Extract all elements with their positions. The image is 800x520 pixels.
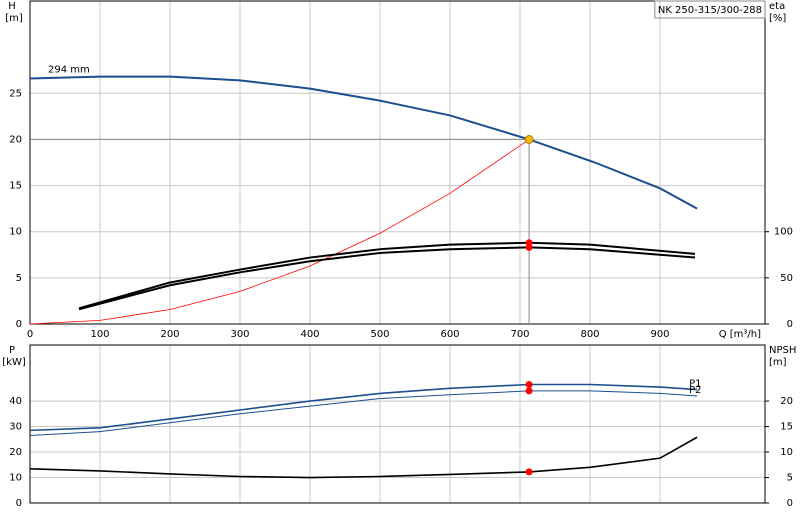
- y-tick-label: 30: [9, 422, 22, 433]
- y2-tick-label: 100: [774, 227, 793, 238]
- y-axis-label: P: [9, 345, 15, 356]
- x-tick-label: 200: [160, 329, 179, 340]
- plot-frame: [29, 344, 766, 504]
- y-axis-unit: [kW]: [2, 357, 26, 368]
- y-axis-unit: [m]: [5, 13, 23, 24]
- y-tick-label: 25: [9, 88, 22, 99]
- series-label: 294 mm: [48, 65, 90, 76]
- x-tick-label: 500: [370, 329, 389, 340]
- y-tick-label: 15: [9, 181, 22, 192]
- series-line: [29, 75, 698, 210]
- x-tick-label: 700: [510, 329, 529, 340]
- y-tick-label: 40: [9, 396, 22, 407]
- y-tick-label: 10: [9, 227, 22, 238]
- y-tick-label: 20: [9, 134, 22, 145]
- y2-axis-unit: [m]: [769, 357, 787, 368]
- duty-point: [524, 135, 534, 144]
- marker: [525, 387, 533, 395]
- y2-tick-label: 50: [780, 273, 793, 284]
- y-tick-label: 0: [16, 319, 22, 330]
- marker: [525, 381, 533, 388]
- y2-tick-label: 0: [787, 498, 793, 509]
- legend-box: [654, 0, 766, 19]
- x-tick-label: 400: [300, 329, 319, 340]
- y2-tick-label: 10: [780, 447, 793, 458]
- series-line: [29, 436, 698, 479]
- series-label: P2: [689, 385, 701, 396]
- y2-tick-label: 20: [780, 396, 793, 407]
- series-line: [29, 383, 698, 432]
- y-tick-label: 20: [9, 447, 22, 458]
- y-tick-label: 5: [16, 273, 22, 284]
- x-tick-label: 800: [580, 329, 599, 340]
- series-line: [29, 139, 530, 325]
- series-line: [29, 390, 698, 436]
- x-tick-label: 600: [440, 329, 459, 340]
- series-line: [78, 246, 696, 311]
- y2-axis-unit: [%]: [769, 13, 786, 24]
- x-tick-label: 100: [90, 329, 109, 340]
- y2-axis-label: NPSH: [769, 345, 796, 356]
- x-axis-label: Q [m³/h]: [719, 329, 761, 340]
- series-label: P1: [689, 379, 701, 390]
- y2-tick-label: 5: [787, 473, 793, 484]
- legend-box-text: NK 250-315/300-288: [658, 5, 762, 16]
- y2-axis-label: eta: [769, 1, 785, 12]
- y2-tick-label: 0: [787, 319, 793, 330]
- y-tick-label: 10: [9, 473, 22, 484]
- marker: [525, 243, 533, 251]
- x-tick-label: 0: [27, 329, 33, 340]
- x-tick-label: 300: [230, 329, 249, 340]
- x-tick-label: 900: [650, 329, 669, 340]
- series-line: [78, 241, 696, 310]
- y-tick-label: 0: [16, 498, 22, 509]
- marker: [525, 468, 533, 476]
- y2-tick-label: 15: [780, 422, 793, 433]
- y-axis-label: H: [8, 1, 16, 12]
- plot-frame: [29, 0, 766, 325]
